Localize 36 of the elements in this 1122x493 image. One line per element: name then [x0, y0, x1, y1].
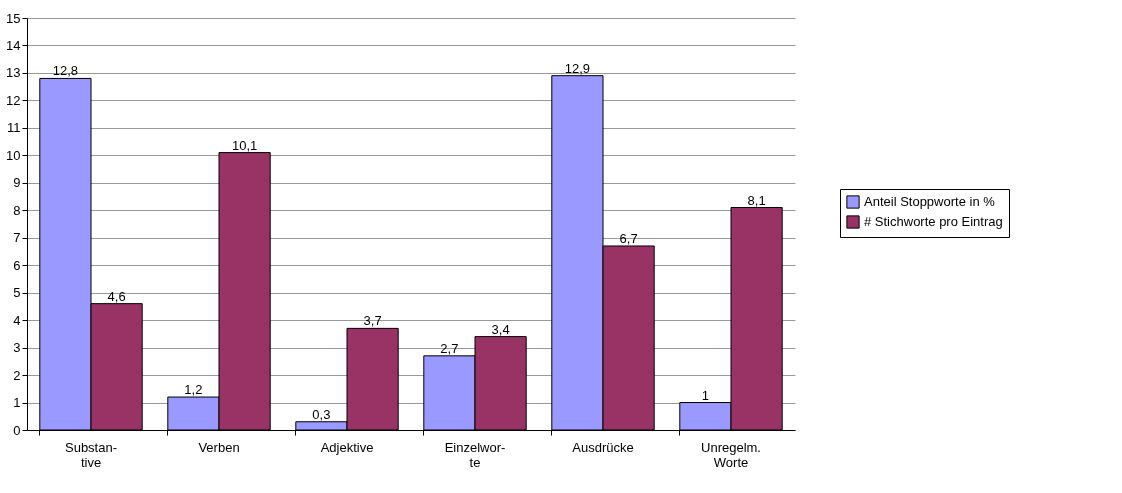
y-tick-label: 10 [6, 147, 21, 163]
x-tick-label: Unregelm. Worte [701, 439, 761, 470]
x-tick-label: Substan- tive [64, 439, 118, 470]
data-label: 6,7 [619, 230, 638, 246]
x-tick-label: Einzelwor- te [444, 439, 506, 470]
y-tick-label: 2 [13, 367, 21, 383]
y-tick-label: 12 [6, 92, 21, 108]
data-label: 2,7 [440, 340, 459, 356]
y-tick-label: 11 [7, 120, 21, 136]
legend-label: # Stichworte pro Eintrag [864, 214, 1003, 229]
legend-label: Anteil Stoppworte in % [864, 194, 996, 209]
data-label: 1,2 [184, 382, 203, 398]
y-tick-label: 6 [13, 257, 21, 273]
y-tick-label: 4 [13, 312, 21, 328]
y-tick-label: 8 [13, 202, 21, 218]
x-tick-label: Verben [198, 439, 240, 455]
y-tick-label: 5 [13, 285, 21, 301]
y-tick-label: 9 [13, 175, 21, 191]
data-label: 3,4 [491, 321, 510, 337]
y-tick-label: 3 [13, 340, 21, 356]
y-tick-label: 14 [6, 37, 21, 53]
data-label: 4,6 [107, 288, 126, 304]
y-tick-label: 1 [13, 395, 21, 411]
data-label: 10,1 [231, 137, 258, 153]
data-label: 1 [701, 387, 710, 403]
y-tick-label: 7 [13, 230, 21, 246]
data-label: 12,9 [564, 60, 591, 76]
data-label: 12,8 [52, 63, 79, 79]
x-tick-label: Ausdrücke [572, 439, 634, 455]
x-tick-label: Adjektive [320, 439, 374, 455]
data-label: 3,7 [363, 313, 382, 329]
y-tick-label: 0 [13, 422, 21, 438]
y-tick-label: 13 [6, 65, 21, 81]
data-label: 8,1 [747, 192, 766, 208]
data-label: 0,3 [312, 406, 331, 422]
y-tick-label: 15 [6, 10, 21, 26]
